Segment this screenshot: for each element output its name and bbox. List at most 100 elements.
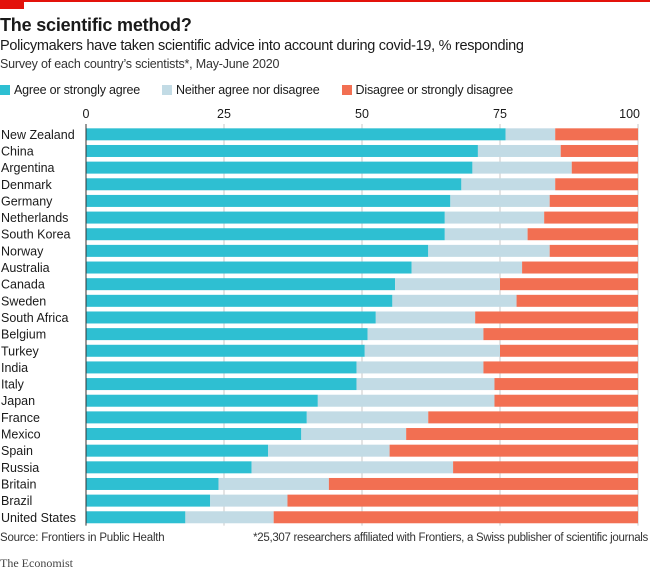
bar-segment-disagree — [273, 511, 638, 524]
category-label: Russia — [1, 461, 39, 475]
bar-segment-agree — [86, 494, 211, 507]
bar-segment-neither — [210, 494, 288, 507]
bar-segment-agree — [86, 477, 219, 490]
legend-label-agree: Agree or strongly agree — [14, 83, 141, 97]
category-labels: New Zealand China Argentina Denmark Germany N… — [1, 128, 76, 525]
bar-segment-neither — [356, 378, 495, 391]
bar-segment-disagree — [453, 461, 638, 474]
category-label: China — [1, 144, 34, 158]
category-label: South Africa — [1, 311, 68, 325]
bar-segment-neither — [268, 444, 390, 457]
bar-segment-neither — [472, 161, 572, 174]
bar-segment-disagree — [406, 428, 638, 441]
bar-segment-neither — [185, 511, 274, 524]
chart-title: The scientific method? — [0, 15, 192, 35]
legend: Agree or strongly agree Neither agree no… — [0, 83, 535, 97]
category-label: New Zealand — [1, 128, 75, 142]
bar-segment-neither — [477, 144, 561, 157]
survey-note: Survey of each country’s scientists*, Ma… — [0, 57, 280, 71]
bar-segment-neither — [301, 428, 407, 441]
category-label: Brazil — [1, 494, 32, 508]
bar-segment-neither — [505, 128, 556, 141]
bar-segment-disagree — [560, 144, 638, 157]
bar-segment-agree — [86, 178, 462, 191]
category-label: Mexico — [1, 428, 41, 442]
bar-segment-agree — [86, 194, 451, 207]
legend-item-disagree: Disagree or strongly disagree — [341, 83, 514, 97]
bar-segment-neither — [395, 278, 500, 291]
category-label: Netherlands — [1, 211, 68, 225]
bar-segment-neither — [461, 178, 556, 191]
category-label: Sweden — [1, 294, 46, 308]
bar-segment-agree — [86, 161, 473, 174]
gridlines — [223, 124, 639, 526]
category-label: South Korea — [1, 228, 71, 242]
bar-segment-disagree — [328, 477, 638, 490]
bar-segment-agree — [86, 311, 376, 324]
bar-segment-agree — [86, 294, 393, 307]
legend-label-disagree: Disagree or strongly disagree — [355, 83, 514, 97]
bar-segment-neither — [375, 311, 476, 324]
bar-segment-neither — [356, 361, 484, 374]
stacked-bar-chart: 0 25 50 75 100 New Zealand China Argentina Denm… — [1, 107, 641, 526]
bar-segment-disagree — [483, 328, 638, 341]
bar-segment-neither — [392, 294, 517, 307]
bars — [86, 128, 638, 524]
bar-segment-neither — [444, 228, 528, 241]
brand-top-rule — [0, 0, 650, 2]
bar-segment-disagree — [555, 128, 638, 141]
bar-segment-disagree — [494, 394, 638, 407]
legend-item-neither: Neither agree nor disagree — [162, 83, 320, 97]
bar-segment-agree — [86, 228, 445, 241]
category-label: Australia — [1, 261, 50, 275]
bar-segment-neither — [364, 344, 500, 357]
bar-segment-agree — [86, 211, 445, 224]
category-label: United States — [1, 511, 76, 525]
legend-item-agree: Agree or strongly agree — [0, 83, 140, 97]
category-label: India — [1, 361, 28, 375]
bar-segment-agree — [86, 444, 269, 457]
bar-segment-neither — [367, 328, 484, 341]
category-label: Germany — [1, 194, 53, 208]
bar-segment-agree — [86, 144, 478, 157]
bar-segment-disagree — [483, 361, 638, 374]
bar-segment-disagree — [516, 294, 638, 307]
bar-segment-disagree — [571, 161, 638, 174]
bar-segment-disagree — [287, 494, 638, 507]
bar-segment-agree — [86, 411, 307, 424]
x-tick-labels: 0 25 50 75 100 — [83, 107, 641, 121]
source-note: Source: Frontiers in Public Health — [0, 532, 165, 544]
bar-segment-disagree — [428, 411, 638, 424]
bar-segment-agree — [86, 328, 368, 341]
legend-label-neither: Neither agree nor disagree — [176, 83, 320, 97]
bar-segment-agree — [86, 128, 506, 141]
x-tick-label: 50 — [355, 107, 369, 121]
bar-segment-disagree — [475, 311, 638, 324]
category-label: Spain — [1, 444, 33, 458]
category-label: Britain — [1, 477, 36, 491]
bar-segment-agree — [86, 378, 357, 391]
category-label: Norway — [1, 244, 44, 258]
bar-segment-disagree — [500, 344, 638, 357]
x-tick-label: 75 — [493, 107, 507, 121]
bar-segment-neither — [428, 244, 550, 257]
bar-segment-disagree — [544, 211, 638, 224]
bar-segment-agree — [86, 278, 396, 291]
category-label: Canada — [1, 278, 45, 292]
bar-segment-neither — [411, 261, 523, 274]
x-tick-label: 0 — [83, 107, 90, 121]
bar-segment-neither — [306, 411, 429, 424]
legend-swatch-disagree — [341, 85, 352, 95]
bar-segment-agree — [86, 261, 412, 274]
category-label: Turkey — [1, 344, 39, 358]
bar-segment-disagree — [555, 178, 638, 191]
bar-segment-disagree — [389, 444, 638, 457]
category-label: Argentina — [1, 161, 55, 175]
bar-segment-agree — [86, 361, 357, 374]
category-label: Japan — [1, 394, 35, 408]
bar-segment-disagree — [549, 244, 638, 257]
bar-segment-disagree — [549, 194, 638, 207]
category-label: Denmark — [1, 178, 52, 192]
bar-segment-disagree — [494, 378, 638, 391]
x-tick-label: 25 — [217, 107, 231, 121]
